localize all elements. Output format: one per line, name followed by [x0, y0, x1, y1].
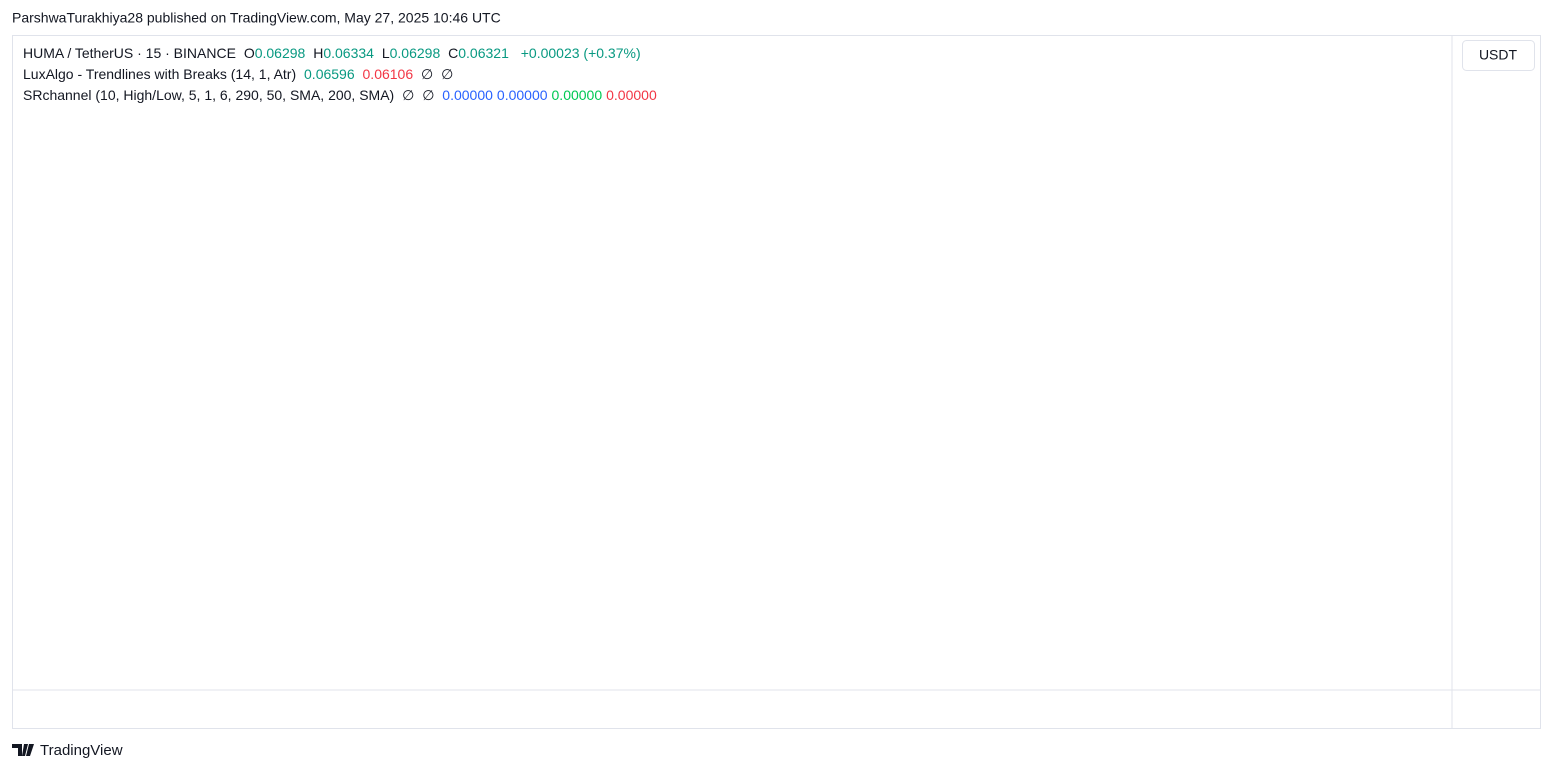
- change: +0.00023 (+0.37%): [520, 45, 641, 61]
- symbol: HUMA / TetherUS · 15 · BINANCE: [23, 45, 236, 61]
- indicator-value: 0.00000: [442, 87, 493, 103]
- attribution: ParshwaTurakhiya28 published on TradingV…: [12, 10, 501, 26]
- o-value: 0.06298: [254, 45, 306, 61]
- ohlc: O0.06298 H0.06334 L0.06298 C0.06321: [244, 45, 513, 61]
- legend-luxalgo: LuxAlgo - Trendlines with Breaks (14, 1,…: [23, 66, 457, 83]
- currency-button[interactable]: [1462, 40, 1535, 71]
- legend-main: HUMA / TetherUS · 15 · BINANCE O0.06298 …: [23, 45, 645, 61]
- h-value: 0.06334: [323, 45, 374, 61]
- indicator-extra: ∅: [422, 87, 435, 103]
- o-label: O: [243, 45, 255, 61]
- indicator-value: 0.06106: [362, 66, 414, 82]
- indicator-value: 0.00000: [606, 87, 657, 103]
- c-label: C: [448, 45, 459, 61]
- indicator-extra: ∅: [421, 66, 434, 82]
- indicator-value: 0.00000: [551, 87, 603, 103]
- c-value: 0.06321: [458, 45, 509, 61]
- pane-border: [12, 35, 1541, 729]
- h-label: H: [313, 45, 324, 61]
- indicator-extra: ∅: [402, 87, 415, 103]
- indicator-name: SRchannel (10, High/Low, 5, 1, 6, 290, 5…: [23, 87, 395, 103]
- l-value: 0.06298: [389, 45, 441, 61]
- currency-label[interactable]: USDT: [1479, 47, 1518, 63]
- indicator-extra: ∅: [441, 66, 454, 82]
- l-label: L: [381, 45, 390, 61]
- indicator-value: 0.00000: [496, 87, 548, 103]
- indicator-value: 0.06596: [304, 66, 355, 82]
- indicator-name: LuxAlgo - Trendlines with Breaks (14, 1,…: [23, 66, 297, 82]
- logo-text: TradingView: [40, 742, 123, 759]
- legend-srchannel: SRchannel (10, High/Low, 5, 1, 6, 290, 5…: [23, 87, 661, 104]
- logo-icon: [12, 744, 34, 756]
- logo: TradingView: [12, 742, 123, 759]
